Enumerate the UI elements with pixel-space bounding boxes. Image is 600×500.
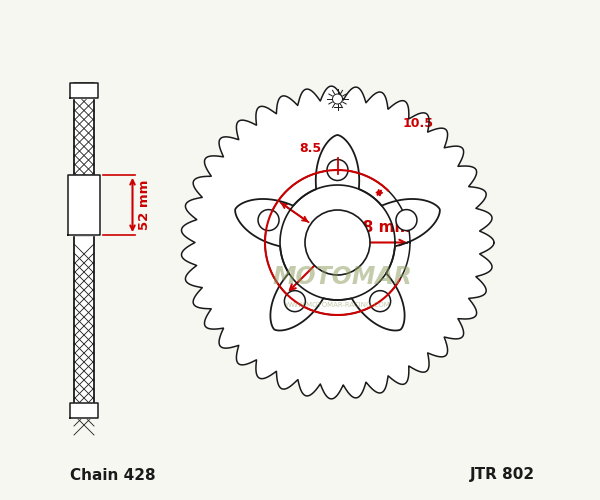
Polygon shape bbox=[70, 402, 98, 417]
Text: MOTOMAR: MOTOMAR bbox=[272, 266, 412, 289]
Circle shape bbox=[332, 94, 343, 104]
Polygon shape bbox=[68, 175, 100, 235]
Polygon shape bbox=[181, 86, 494, 399]
Text: WWW.MOTOMAR-RACING.COM: WWW.MOTOMAR-RACING.COM bbox=[284, 302, 391, 308]
Polygon shape bbox=[74, 82, 94, 417]
Circle shape bbox=[396, 210, 417, 231]
Circle shape bbox=[370, 290, 391, 312]
Circle shape bbox=[327, 160, 348, 180]
Text: 8.5: 8.5 bbox=[299, 142, 321, 155]
Circle shape bbox=[284, 290, 305, 312]
Polygon shape bbox=[70, 82, 98, 98]
Text: JTR 802: JTR 802 bbox=[470, 468, 535, 482]
Text: 10.5: 10.5 bbox=[403, 117, 433, 130]
Circle shape bbox=[258, 210, 279, 231]
Polygon shape bbox=[235, 135, 440, 330]
Circle shape bbox=[305, 210, 370, 275]
Polygon shape bbox=[280, 185, 395, 300]
Text: 52 mm: 52 mm bbox=[139, 180, 151, 230]
Text: Chain 428: Chain 428 bbox=[70, 468, 155, 482]
Text: 68 mm: 68 mm bbox=[353, 220, 411, 235]
